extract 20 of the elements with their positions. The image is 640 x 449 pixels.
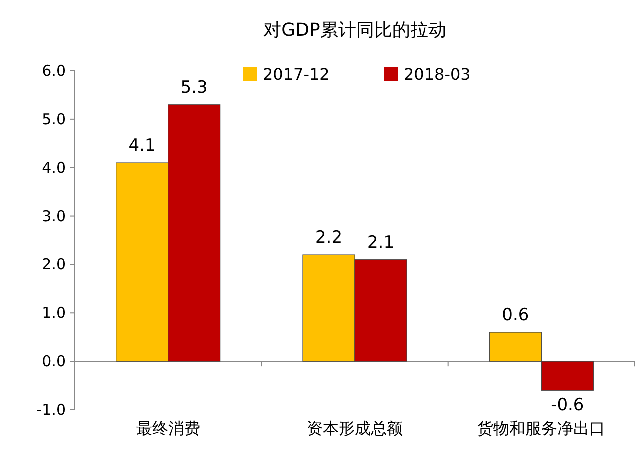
data-label: 0.6 xyxy=(502,306,530,326)
y-tick-label: 1.0 xyxy=(42,304,66,322)
y-tick-label: 5.0 xyxy=(42,110,66,128)
legend-label: 2017-12 xyxy=(263,65,330,84)
y-tick-label: 6.0 xyxy=(42,62,66,80)
x-tick-label: 货物和服务净出口 xyxy=(478,419,606,438)
y-tick-label: 0.0 xyxy=(42,352,66,371)
y-tick-label: 3.0 xyxy=(42,207,66,226)
data-label: 2.2 xyxy=(315,228,343,248)
y-tick-label: 2.0 xyxy=(42,256,66,274)
y-tick-label: 4.0 xyxy=(42,158,66,177)
legend-label: 2018-03 xyxy=(404,65,471,84)
data-label: 5.3 xyxy=(180,78,208,98)
x-tick-label: 资本形成总额 xyxy=(307,419,403,438)
data-label: -0.6 xyxy=(551,396,584,416)
title: 对GDP累计同比的拉动 xyxy=(264,20,446,41)
data-label: 4.1 xyxy=(128,136,156,156)
x-tick-label: 最终消费 xyxy=(136,419,200,438)
y-tick-label: -1.0 xyxy=(36,401,66,419)
data-label: 2.1 xyxy=(367,232,395,253)
